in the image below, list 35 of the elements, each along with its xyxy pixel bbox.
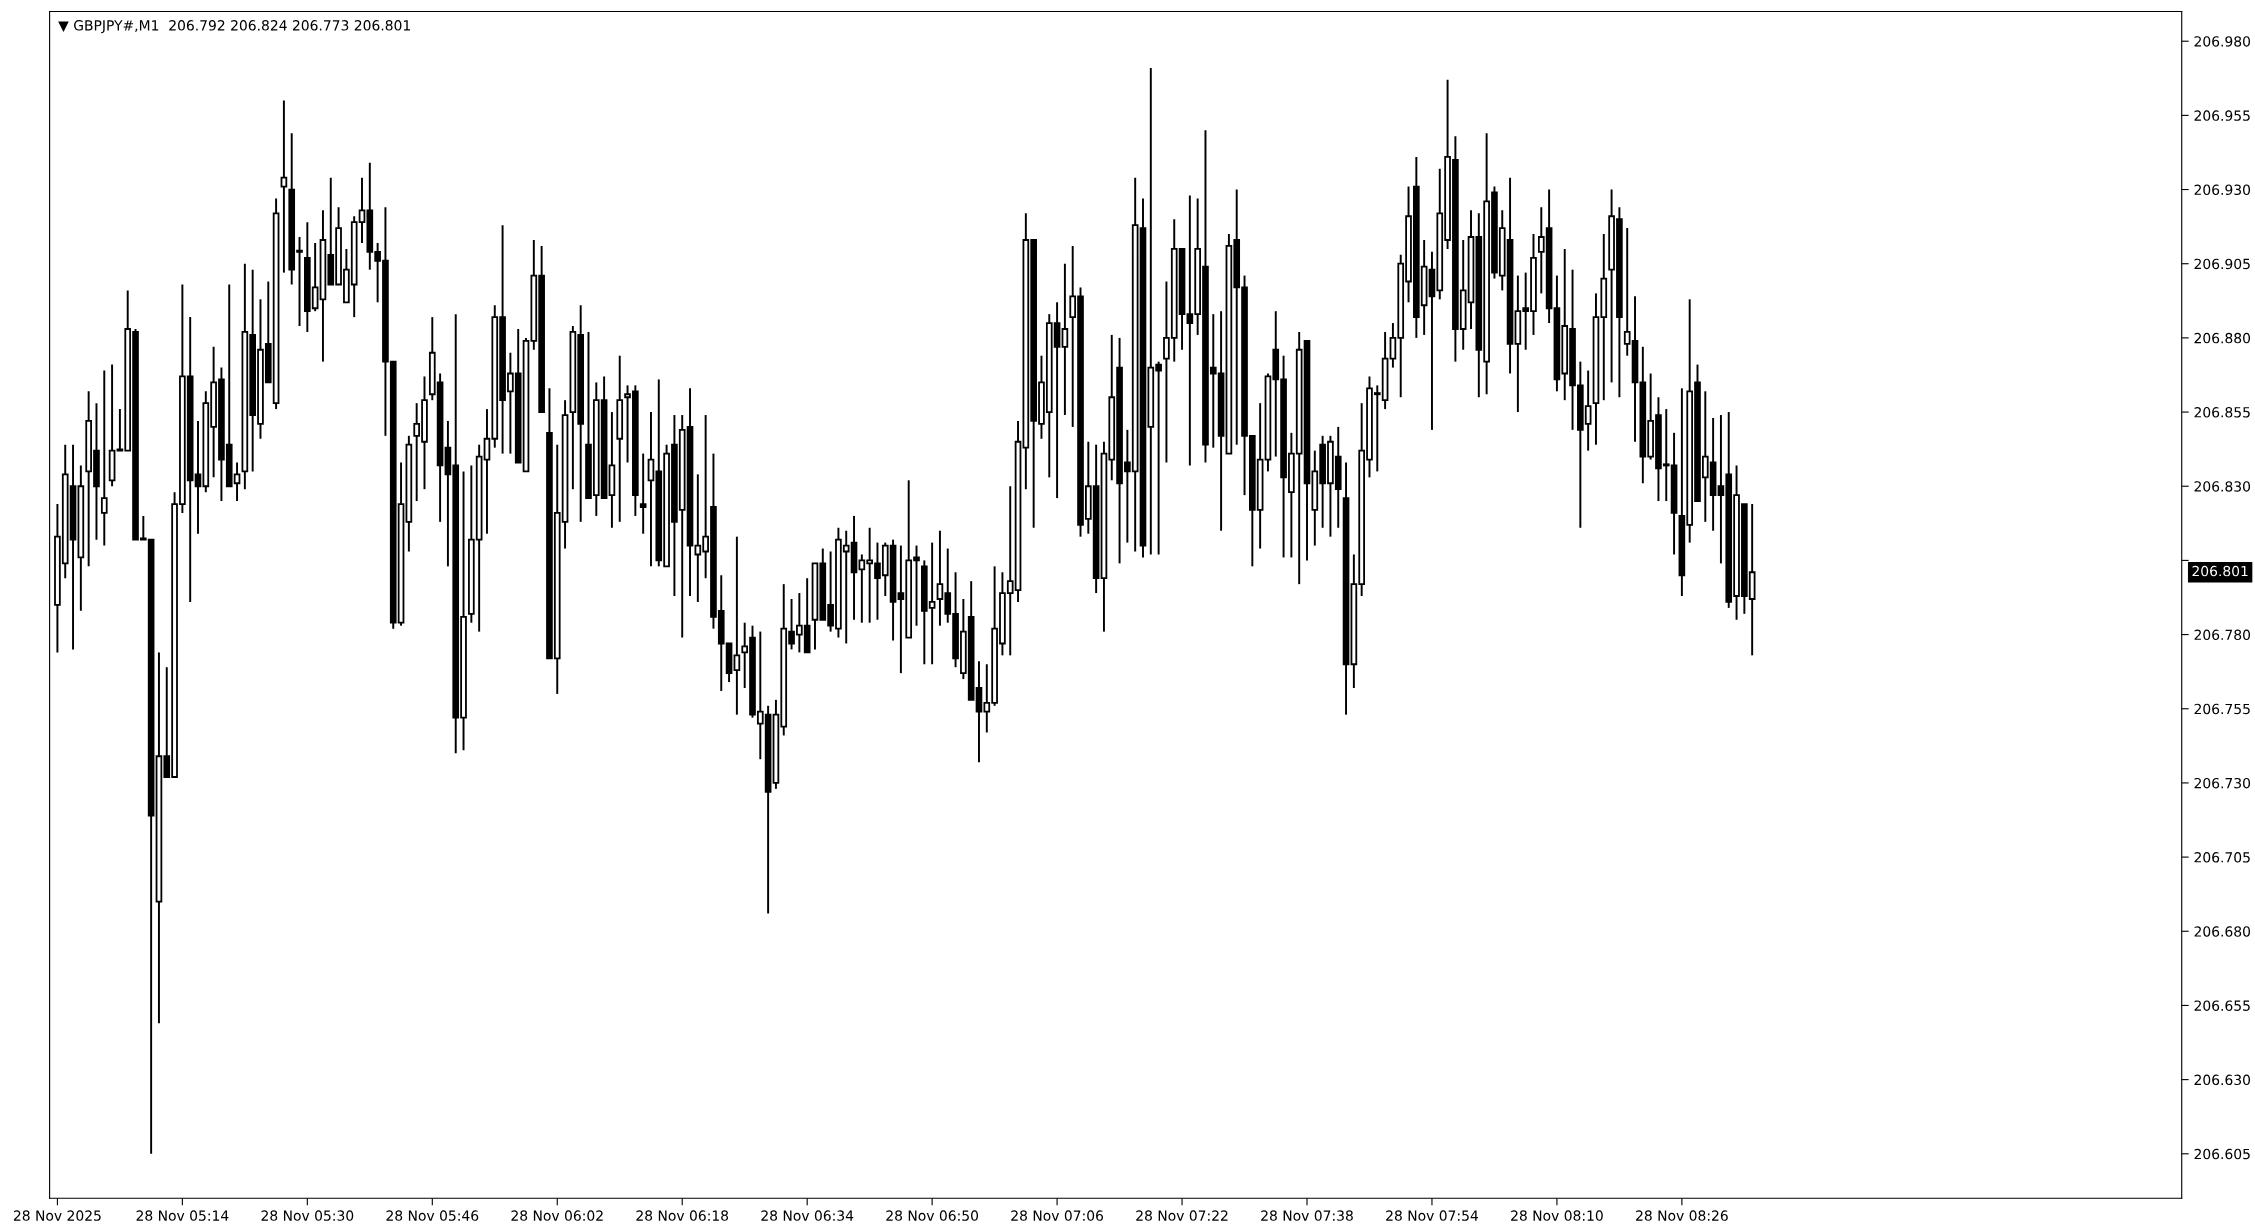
x-tick-label: 28 Nov 07:38 — [1261, 1210, 1353, 1221]
y-tick-label: 206.705 — [2194, 852, 2250, 863]
x-tick-label: 28 Nov 07:54 — [1386, 1210, 1478, 1221]
candlestick — [100, 369, 108, 547]
y-tick-label: 206.780 — [2194, 629, 2251, 641]
x-tick-label: 28 Nov 06:18 — [636, 1210, 729, 1221]
x-tick-label: 28 Nov 08:10 — [1511, 1210, 1603, 1221]
y-tick-label: 206.605 — [2194, 1148, 2250, 1160]
y-tick-label: 206.955 — [2194, 110, 2250, 121]
x-tick-label: 28 Nov 05:14 — [136, 1210, 229, 1221]
x-tick-label: 28 Nov 07:06 — [1011, 1210, 1104, 1221]
y-tick-label: 206.880 — [2194, 332, 2251, 344]
y-tick-label: 206.680 — [2194, 926, 2251, 937]
y-tick-label: 206.930 — [2194, 184, 2251, 196]
y-tick-label: 206.655 — [2194, 1000, 2250, 1011]
text: ▼ GBPJPY#,M1 206.792 206.824 206.773 206.801 — [58, 20, 410, 34]
x-tick-label: 28 Nov 06:34 — [761, 1210, 854, 1221]
x-tick-label: 28 Nov 07:22 — [1136, 1210, 1228, 1221]
y-tick-label: 206.730 — [2194, 777, 2251, 789]
text: 206.801 — [2192, 565, 2248, 577]
y-tick-label: 206.755 — [2194, 703, 2250, 715]
x-tick-label: 28 Nov 06:02 — [511, 1210, 603, 1221]
x-tick-label: 28 Nov 08:26 — [1636, 1210, 1728, 1221]
y-tick-label: 206.905 — [2194, 258, 2250, 270]
candlestick — [1061, 262, 1069, 416]
x-tick-label: 28 Nov 05:46 — [386, 1210, 479, 1221]
candlestick — [639, 452, 647, 535]
x-tick-label: 28 Nov 2025 — [13, 1210, 101, 1221]
y-tick-label: 206.830 — [2194, 481, 2251, 492]
candlestick — [733, 535, 741, 716]
x-tick-label: 28 Nov 05:30 — [261, 1210, 354, 1221]
y-tick-label: 206.980 — [2194, 36, 2251, 47]
y-tick-label: 206.630 — [2194, 1074, 2251, 1086]
y-tick-label: 206.855 — [2194, 407, 2250, 418]
x-tick-label: 28 Nov 06:50 — [886, 1210, 979, 1221]
